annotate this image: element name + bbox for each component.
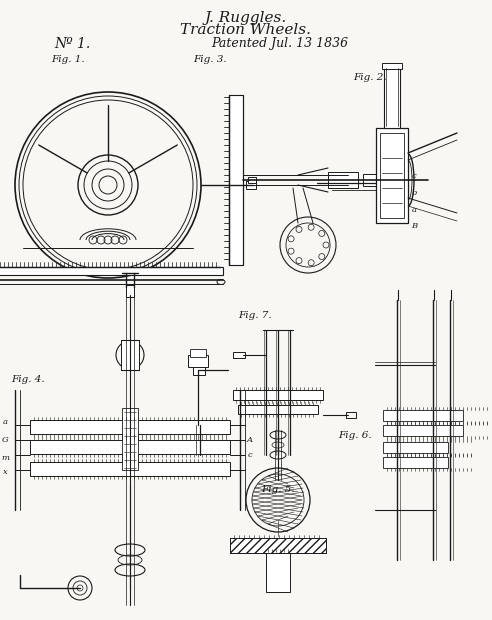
Bar: [122, 408, 138, 470]
Text: Fig. 5.: Fig. 5.: [261, 485, 295, 495]
Bar: [384, 68, 400, 128]
Text: Nº 1.: Nº 1.: [54, 37, 90, 51]
Bar: [328, 172, 358, 188]
Text: Patented Jul. 13 1836: Patented Jul. 13 1836: [212, 37, 348, 50]
Text: Fig. 7.: Fig. 7.: [238, 311, 272, 319]
Bar: [233, 352, 245, 358]
Bar: [230, 538, 326, 553]
Bar: [346, 412, 356, 418]
Text: Fig. 1.: Fig. 1.: [51, 56, 85, 64]
Bar: [383, 457, 448, 468]
Bar: [230, 538, 326, 553]
Bar: [383, 442, 448, 453]
Bar: [126, 285, 134, 297]
Bar: [190, 349, 206, 357]
Text: A: A: [247, 436, 253, 444]
Bar: [246, 181, 256, 189]
Text: b: b: [411, 189, 417, 197]
Text: c: c: [412, 172, 416, 180]
Bar: [383, 425, 463, 436]
Bar: [233, 390, 323, 400]
Text: Fig. 2.: Fig. 2.: [353, 74, 387, 82]
Text: Fig. 4.: Fig. 4.: [11, 376, 45, 384]
Bar: [229, 95, 243, 265]
Bar: [0, 267, 223, 275]
Bar: [30, 420, 230, 434]
Text: G: G: [1, 436, 8, 444]
Text: J. Ruggles.: J. Ruggles.: [205, 11, 287, 25]
Bar: [193, 365, 205, 375]
Text: a: a: [2, 418, 7, 426]
Bar: [30, 440, 230, 454]
Bar: [363, 174, 403, 186]
Text: Fig. 3.: Fig. 3.: [193, 56, 227, 64]
Text: a: a: [411, 206, 417, 214]
Text: x: x: [2, 468, 7, 476]
Bar: [188, 355, 208, 367]
Circle shape: [77, 585, 83, 591]
Text: m: m: [1, 454, 9, 462]
Bar: [380, 133, 404, 218]
Text: Traction Wheels.: Traction Wheels.: [181, 23, 311, 37]
Bar: [238, 405, 318, 414]
Bar: [266, 552, 290, 592]
Bar: [121, 340, 139, 370]
Text: B: B: [411, 222, 417, 230]
Bar: [382, 63, 402, 69]
Text: Fig. 6.: Fig. 6.: [338, 430, 372, 440]
Bar: [376, 128, 408, 223]
Bar: [383, 410, 463, 421]
Bar: [30, 462, 230, 476]
Bar: [248, 177, 256, 183]
Text: c: c: [247, 451, 252, 459]
